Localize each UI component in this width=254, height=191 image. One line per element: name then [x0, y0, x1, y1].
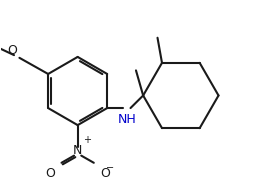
Text: O: O [8, 44, 18, 57]
Text: O: O [100, 167, 110, 180]
Text: N: N [73, 144, 82, 157]
Text: NH: NH [118, 113, 136, 126]
Text: +: + [83, 135, 91, 145]
Text: −: − [106, 163, 115, 173]
Text: O: O [45, 167, 55, 180]
